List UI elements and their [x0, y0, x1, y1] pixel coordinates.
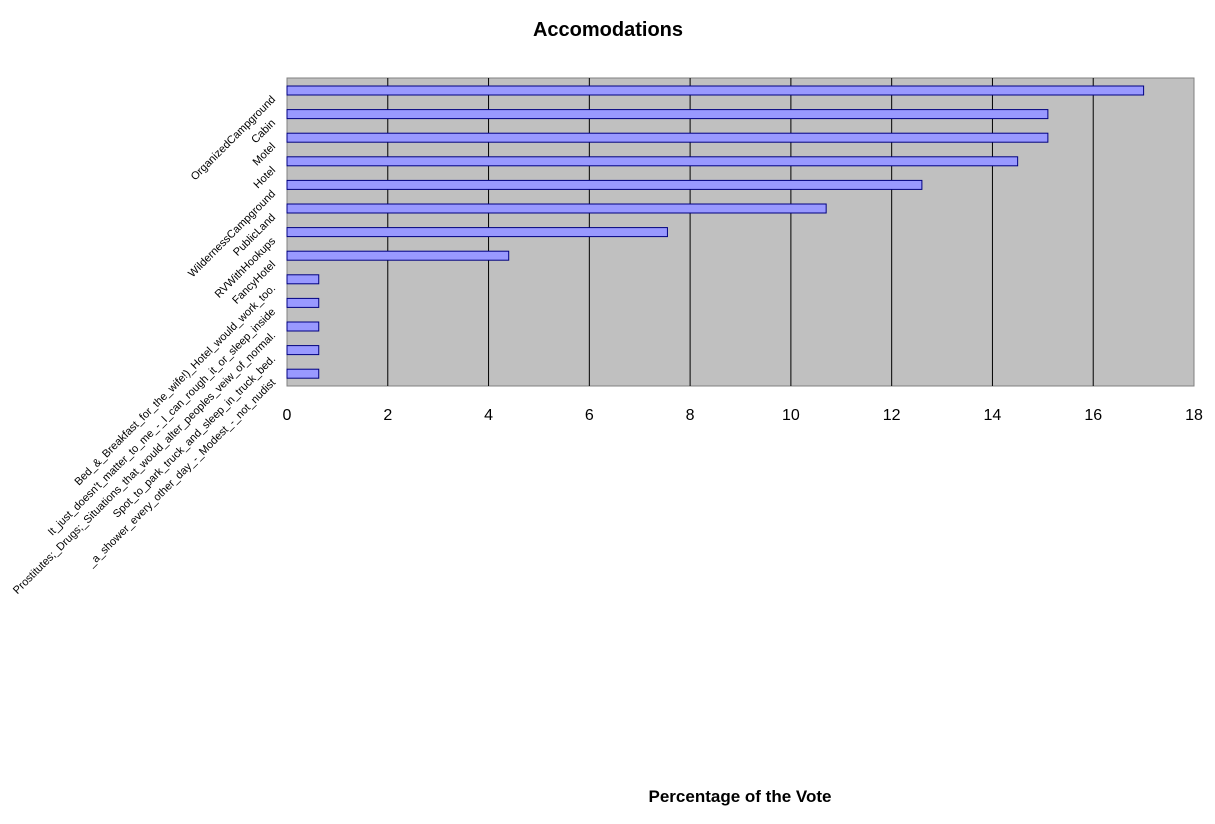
bar-2 [286, 132, 1049, 143]
x-tick-label: 4 [484, 407, 493, 424]
x-tick-label: 16 [1084, 407, 1102, 424]
bar-7 [286, 250, 510, 261]
bar-8 [286, 274, 320, 285]
x-tick-label: 10 [782, 407, 800, 424]
x-tick-label: 18 [1185, 407, 1203, 424]
bar-5 [286, 203, 827, 214]
category-label: Motel [251, 141, 279, 169]
category-label: Hotel [251, 164, 278, 191]
x-tick-label: 2 [383, 407, 392, 424]
bar-9 [286, 297, 320, 308]
x-tick-label: 0 [283, 407, 292, 424]
bar-4 [286, 179, 923, 190]
bar-10 [286, 321, 320, 332]
bar-11 [286, 345, 320, 356]
x-tick-label: 12 [883, 407, 901, 424]
bar-1 [286, 109, 1049, 120]
chart-title: Accomodations [533, 19, 683, 41]
x-tick-label: 14 [984, 407, 1002, 424]
bar-3 [286, 156, 1019, 167]
bar-0 [286, 85, 1145, 96]
bars [286, 85, 1145, 379]
category-label: It_just_doesn't_matter_to_me_-_I_can_rou… [46, 306, 278, 538]
category-label: Prostitutes;_Drugs;_Situations_that_woul… [11, 330, 278, 597]
x-tick-labels: 0 2 4 6 8 10 12 14 16 18 [283, 407, 1203, 424]
category-label: Spot_to_park_truck_and_sleep_in_truck_be… [111, 353, 278, 520]
x-axis-label: Percentage of the Vote [649, 787, 832, 806]
bar-12 [286, 368, 320, 379]
category-labels: OrganizedCampgroundCabinMotelHotelWilder… [11, 94, 278, 597]
x-tick-label: 8 [686, 407, 695, 424]
bar-6 [286, 227, 668, 238]
gridlines [387, 78, 1094, 386]
x-tick-label: 6 [585, 407, 594, 424]
